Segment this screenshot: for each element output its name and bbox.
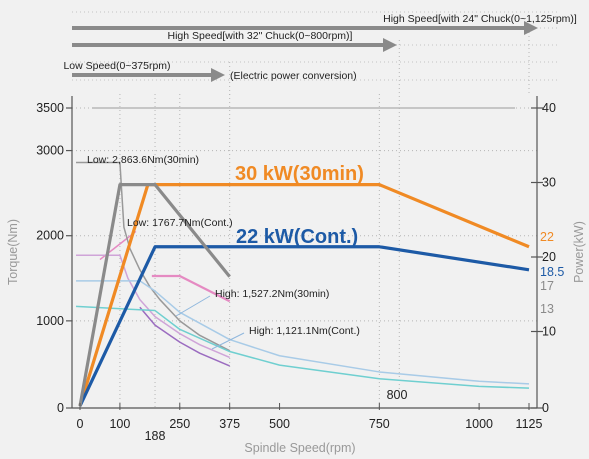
range-arrow-label: High Speed[with 24" Chuck(0~1,125rpm)] [383, 13, 577, 25]
axes: 0 1000 2000 3000 3500 0 10 20 30 40 0 100 250 375 500 7… [6, 96, 586, 455]
leader-line [175, 295, 211, 317]
annotations: 30 kW(30min) 22 kW(Cont.) Low: 2,863.6Nm(3… [87, 154, 364, 350]
x-tick-label: 100 [109, 417, 130, 431]
y-tick-label: 1000 [36, 314, 64, 328]
series-line [76, 161, 231, 352]
x-tick-label: 188 [145, 429, 166, 443]
side-value-label: 13 [540, 302, 554, 316]
y2-tick-label: 40 [542, 101, 556, 115]
series-line [78, 183, 530, 407]
x-tick-label: 375 [219, 417, 240, 431]
x-axis-label: Spindle Speed(rpm) [244, 441, 355, 455]
series-line [78, 183, 231, 407]
y-tick-label: 3000 [36, 144, 64, 158]
x-tick-label: 500 [269, 417, 290, 431]
rpm-800-label: 800 [387, 388, 408, 402]
x-tick-label: 1000 [465, 417, 493, 431]
annotation-22kw: 22 kW(Cont.) [236, 226, 358, 248]
x-tick-label: 250 [169, 417, 190, 431]
range-arrow-head [383, 38, 397, 52]
series-line [75, 305, 530, 389]
y-axis-label: Torque(Nm) [6, 219, 20, 285]
y-tick-label: 2000 [36, 229, 64, 243]
y-tick-label: 0 [57, 401, 64, 415]
y2-tick-label: 30 [542, 176, 556, 190]
x-tick-label: 0 [77, 417, 84, 431]
y-tick-label: 3500 [36, 101, 64, 115]
series-line [151, 274, 231, 303]
x-tick-label: 1125 [516, 417, 543, 431]
annotation-30kw: 30 kW(30min) [235, 163, 364, 185]
y2-tick-label: 0 [542, 401, 549, 415]
annotation-high-cont: High: 1,121.1Nm(Cont.) [249, 325, 360, 337]
annotation-high-30min: High: 1,527.2Nm(30min) [215, 288, 329, 300]
leader-line [211, 332, 245, 350]
annotation-low-30min: Low: 2,863.6Nm(30min) [87, 154, 199, 166]
x-tick-label: 750 [369, 417, 390, 431]
range-arrow-head [524, 21, 538, 35]
y2-tick-label: 10 [542, 325, 556, 339]
series-line [78, 245, 530, 407]
series-line [139, 306, 230, 367]
range-arrow-label: Low Speed(0~375rpm) [63, 60, 170, 72]
range-arrow-label: High Speed[with 32" Chuck(0~800rpm)] [168, 30, 353, 42]
range-arrows: High Speed[with 24" Chuck(0~1,125rpm)] Hi… [63, 13, 577, 82]
series-lines [75, 161, 530, 407]
arrow-note: (Electric power conversion) [230, 70, 357, 82]
series-line [76, 254, 230, 359]
range-arrow-head [211, 68, 225, 82]
y2-axis-label: Power(kW) [572, 221, 586, 283]
side-value-label: 22 [540, 230, 554, 244]
side-value-label: 18.5 [540, 265, 564, 279]
y2-tick-label: 20 [542, 250, 556, 264]
series-line [76, 280, 530, 385]
annotation-low-cont: Low: 1767.7Nm(Cont.) [127, 217, 233, 229]
side-value-label: 17 [540, 279, 554, 293]
